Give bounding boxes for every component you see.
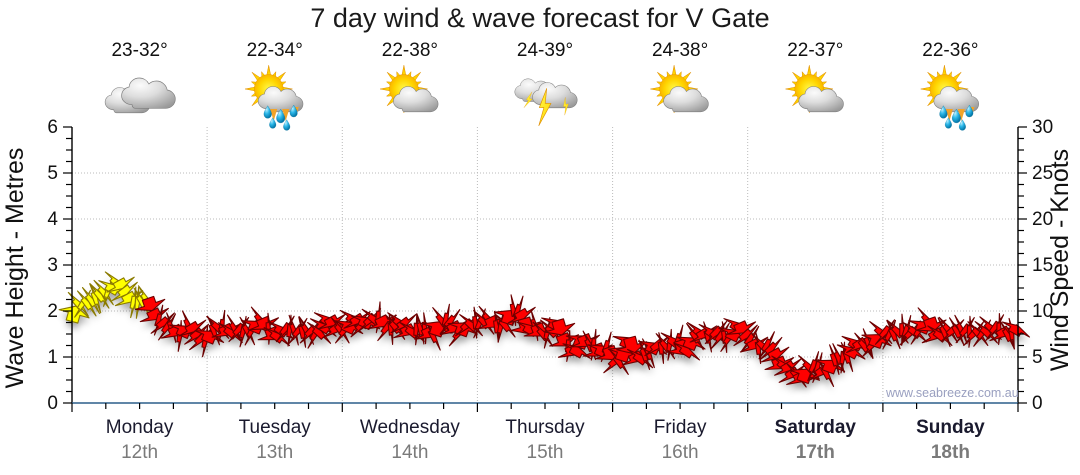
svg-text:Tuesday: Tuesday: [239, 417, 312, 438]
svg-text:1: 1: [47, 347, 58, 368]
svg-text:Friday: Friday: [654, 417, 707, 438]
svg-text:4: 4: [47, 209, 58, 230]
svg-text:Wind Speed - Knots: Wind Speed - Knots: [1046, 149, 1074, 371]
svg-text:18th: 18th: [931, 442, 970, 463]
svg-text:www.seabreeze.com.au: www.seabreeze.com.au: [885, 386, 1019, 400]
svg-text:Monday: Monday: [106, 417, 174, 438]
svg-text:22-34°: 22-34°: [247, 40, 303, 61]
svg-text:17th: 17th: [796, 442, 835, 463]
svg-text:5: 5: [47, 163, 58, 184]
svg-text:24-39°: 24-39°: [517, 40, 573, 61]
svg-text:Thursday: Thursday: [505, 417, 585, 438]
svg-text:12th: 12th: [121, 442, 158, 463]
svg-text:2: 2: [47, 301, 58, 322]
svg-text:0: 0: [1032, 393, 1043, 414]
svg-text:24-38°: 24-38°: [652, 40, 708, 61]
svg-text:16th: 16th: [662, 442, 699, 463]
svg-text:5: 5: [1032, 347, 1043, 368]
svg-text:22-36°: 22-36°: [922, 40, 978, 61]
svg-text:0: 0: [47, 393, 58, 414]
svg-text:Wednesday: Wednesday: [360, 417, 460, 438]
svg-text:3: 3: [47, 255, 58, 276]
svg-text:Wave Height - Metres: Wave Height - Metres: [1, 148, 29, 389]
svg-text:Sunday: Sunday: [916, 417, 985, 438]
svg-text:14th: 14th: [391, 442, 428, 463]
svg-text:15th: 15th: [527, 442, 564, 463]
svg-text:13th: 13th: [256, 442, 293, 463]
svg-text:22-38°: 22-38°: [382, 40, 438, 61]
svg-text:30: 30: [1032, 117, 1053, 138]
svg-text:22-37°: 22-37°: [787, 40, 843, 61]
svg-text:6: 6: [47, 117, 58, 138]
svg-text:23-32°: 23-32°: [111, 40, 167, 61]
svg-text:Saturday: Saturday: [775, 417, 857, 438]
